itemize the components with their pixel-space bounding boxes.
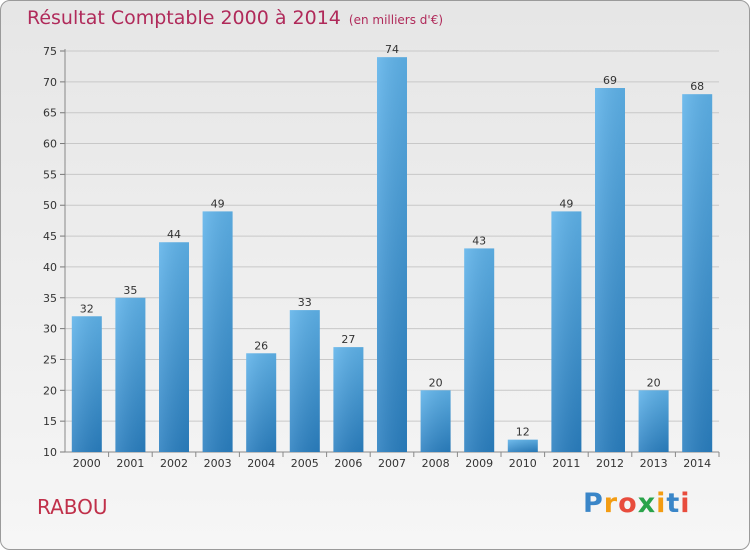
y-tick-label: 15 bbox=[43, 415, 57, 428]
data-label-2011: 49 bbox=[559, 197, 573, 210]
chart-title-text: Résultat Comptable 2000 à 2014 bbox=[27, 7, 341, 29]
bar-shade-2003 bbox=[202, 211, 233, 452]
y-tick-label: 40 bbox=[43, 261, 57, 274]
data-label-2007: 74 bbox=[385, 43, 399, 56]
data-label-2008: 20 bbox=[429, 376, 443, 389]
y-tick-label: 35 bbox=[43, 292, 57, 305]
bar-shade-2011 bbox=[551, 211, 582, 452]
x-tick-label-2013: 2013 bbox=[640, 457, 668, 470]
x-tick-label-2004: 2004 bbox=[247, 457, 275, 470]
data-label-2013: 20 bbox=[647, 376, 661, 389]
data-label-2002: 44 bbox=[167, 228, 181, 241]
bar-shade-2002 bbox=[159, 242, 189, 452]
logo-letter: i bbox=[680, 488, 691, 519]
data-label-2014: 68 bbox=[690, 80, 704, 93]
x-tick-label-2002: 2002 bbox=[160, 457, 188, 470]
y-tick-label: 50 bbox=[43, 199, 57, 212]
place-name: RABOU bbox=[37, 495, 108, 519]
logo-letter: r bbox=[603, 488, 619, 519]
y-tick-label: 25 bbox=[43, 353, 57, 366]
data-label-2006: 27 bbox=[341, 333, 355, 346]
bar-shade-2004 bbox=[246, 353, 277, 452]
bar-shade-2001 bbox=[115, 297, 146, 452]
logo-letter: o bbox=[618, 488, 638, 519]
logo-letter: P bbox=[583, 488, 604, 519]
x-tick-label-2011: 2011 bbox=[552, 457, 580, 470]
x-tick-label-2008: 2008 bbox=[422, 457, 450, 470]
x-tick-label-2001: 2001 bbox=[116, 457, 144, 470]
y-tick-label: 45 bbox=[43, 230, 57, 243]
bar-shade-2014 bbox=[682, 94, 713, 452]
bar-shade-2012 bbox=[595, 88, 625, 452]
y-tick-label: 30 bbox=[43, 323, 57, 336]
bar-shade-2010 bbox=[507, 439, 538, 452]
bar-shade-2005 bbox=[289, 310, 320, 452]
bar-shade-2008 bbox=[420, 390, 451, 452]
chart-title: Résultat Comptable 2000 à 2014 (en millie… bbox=[27, 7, 443, 29]
data-label-2009: 43 bbox=[472, 234, 486, 247]
y-tick-label: 60 bbox=[43, 138, 57, 151]
y-tick-label: 70 bbox=[43, 76, 57, 89]
x-tick-label-2009: 2009 bbox=[465, 457, 493, 470]
y-tick-label: 10 bbox=[43, 446, 57, 459]
bar-shade-2013 bbox=[638, 390, 669, 452]
data-label-2005: 33 bbox=[298, 296, 312, 309]
data-labels: 32 35 44 49 26 33 27 74 20 43 12 49 69 20 68 bbox=[80, 43, 704, 438]
x-tick-label-2010: 2010 bbox=[509, 457, 537, 470]
y-tick-label: 75 bbox=[43, 45, 57, 58]
x-tick-label-2014: 2014 bbox=[683, 457, 711, 470]
data-label-2001: 35 bbox=[123, 284, 137, 297]
logo-letter: i bbox=[656, 488, 667, 519]
x-tick-label-2005: 2005 bbox=[291, 457, 319, 470]
bar-shade-2009 bbox=[464, 248, 495, 452]
logo-letter: x bbox=[637, 488, 657, 519]
x-tick-label-2006: 2006 bbox=[334, 457, 362, 470]
data-label-2000: 32 bbox=[80, 302, 94, 315]
x-tick-label-2007: 2007 bbox=[378, 457, 406, 470]
x-tick-label-2003: 2003 bbox=[204, 457, 232, 470]
data-label-2010: 12 bbox=[516, 426, 530, 439]
data-label-2012: 69 bbox=[603, 74, 617, 87]
bar-shade-2007 bbox=[377, 57, 407, 453]
y-tick-label: 20 bbox=[43, 384, 57, 397]
y-tick-label: 65 bbox=[43, 107, 57, 120]
logo-letter: t bbox=[666, 488, 681, 519]
proxiti-logo: Proxiti bbox=[583, 488, 691, 519]
x-axis: 2000 2001 2002 2003 2004 2005 2006 2007 2008 2009… bbox=[73, 452, 720, 470]
bar-shade-2000 bbox=[71, 316, 102, 452]
data-label-2004: 26 bbox=[254, 339, 268, 352]
x-tick-label-2000: 2000 bbox=[73, 457, 101, 470]
chart-subtitle: (en milliers d'€) bbox=[348, 13, 444, 27]
data-label-2003: 49 bbox=[211, 197, 225, 210]
bars bbox=[71, 57, 713, 453]
x-tick-label-2012: 2012 bbox=[596, 457, 624, 470]
y-tick-label: 55 bbox=[43, 168, 57, 181]
bar-shade-2006 bbox=[333, 347, 364, 452]
